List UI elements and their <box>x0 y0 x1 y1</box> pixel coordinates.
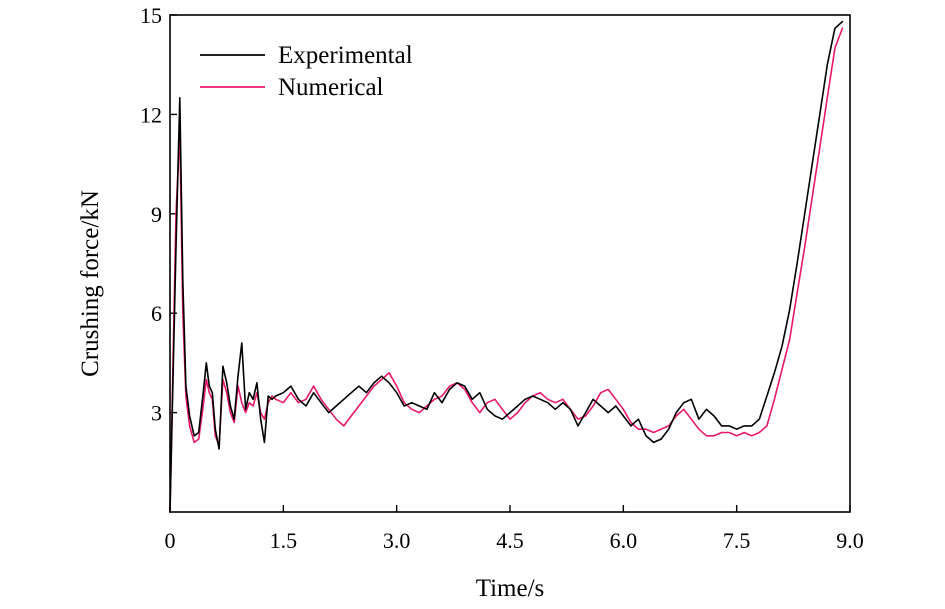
x-tick-labels: 0 1.5 3.0 4.5 6.0 7.5 9.0 <box>165 528 864 553</box>
legend-label-0: Experimental <box>278 42 413 69</box>
x-tick-label: 9.0 <box>836 528 864 553</box>
series-line-0 <box>169 20 844 513</box>
y-tick-label: 3 <box>151 401 162 426</box>
y-tick-label: 12 <box>140 102 162 127</box>
y-axis-label: Crushing force/kN <box>77 190 104 377</box>
y-tick-label: 9 <box>151 202 162 227</box>
legend-label-1: Numerical <box>278 74 384 101</box>
x-axis-label: Time/s <box>476 575 545 602</box>
x-axis-ticks <box>169 505 851 512</box>
series-layer <box>169 20 844 513</box>
plot-frame <box>169 14 851 513</box>
y-tick-label: 6 <box>151 301 162 326</box>
x-tick-label: 7.5 <box>723 528 751 553</box>
y-tick-label: 15 <box>140 3 162 28</box>
x-tick-label: 1.5 <box>270 528 298 553</box>
x-tick-label: 3.0 <box>383 528 411 553</box>
legend: Experimental Numerical <box>200 42 413 101</box>
y-tick-labels: 3 6 9 12 15 <box>140 3 162 426</box>
series-line-1 <box>169 27 844 513</box>
x-tick-label: 4.5 <box>496 528 524 553</box>
x-tick-label: 0 <box>165 528 176 553</box>
x-tick-label: 6.0 <box>610 528 638 553</box>
